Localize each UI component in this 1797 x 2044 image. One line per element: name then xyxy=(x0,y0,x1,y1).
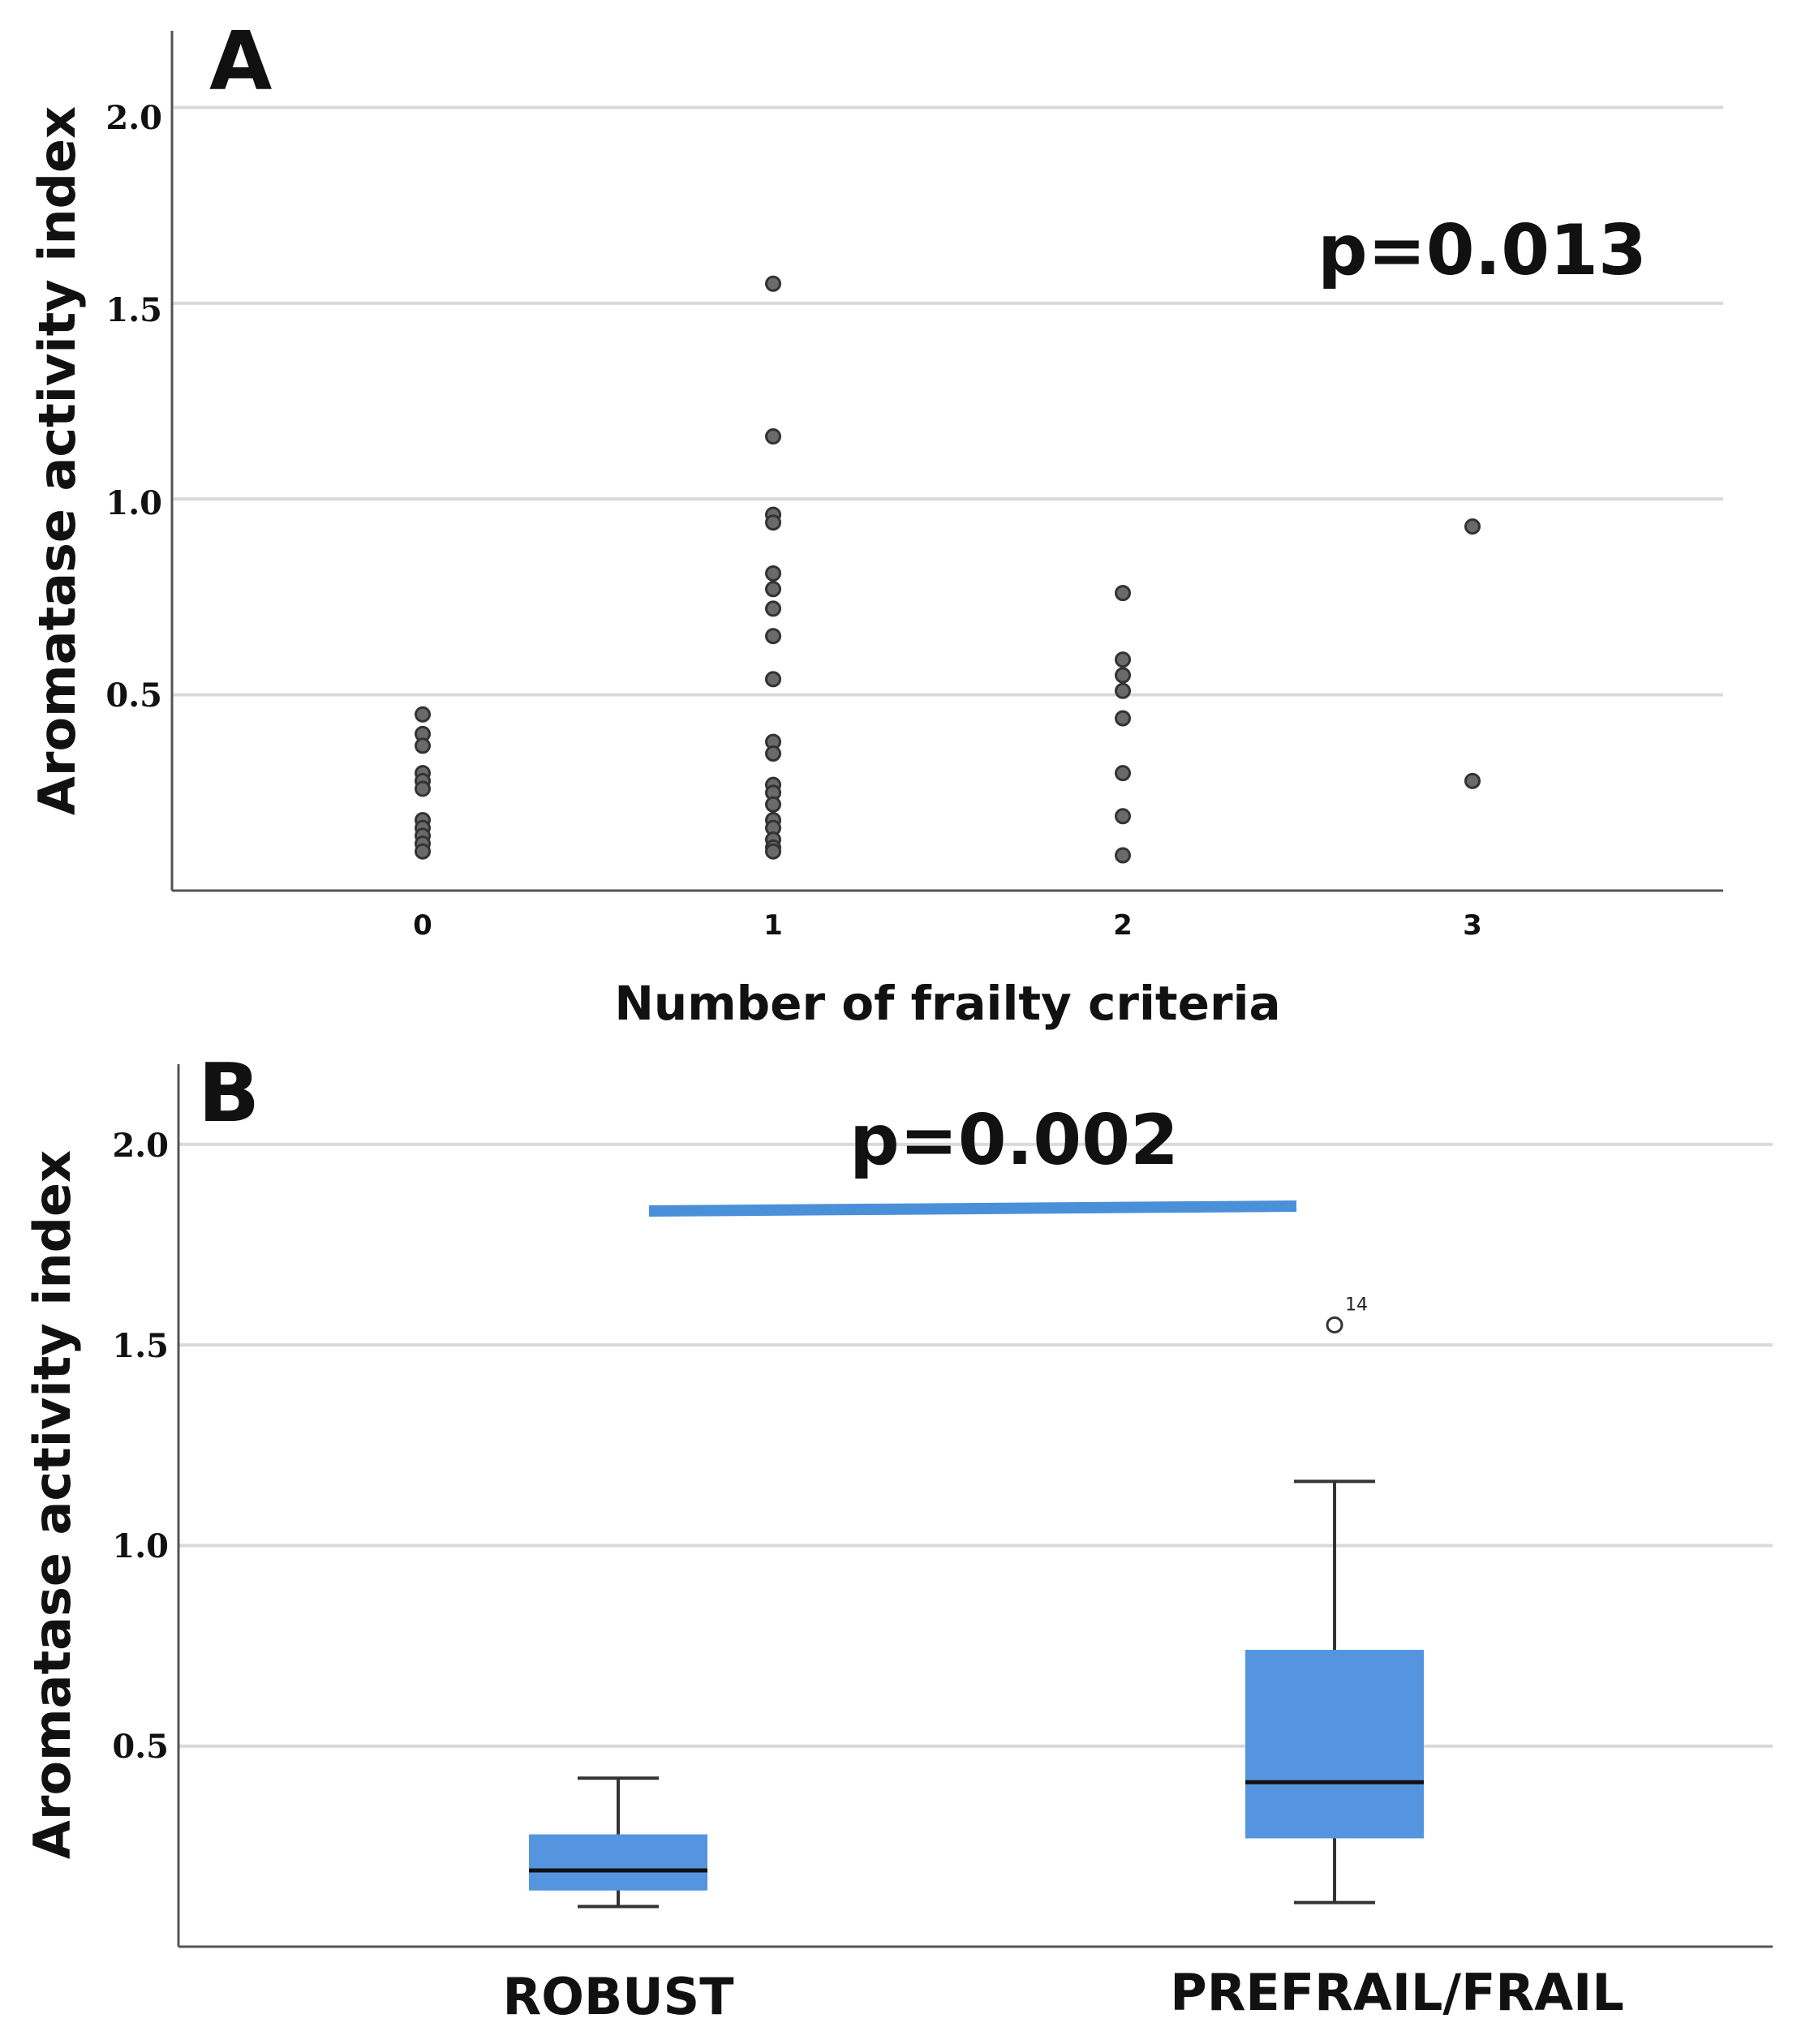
panel-a-data-point xyxy=(1115,710,1131,727)
panel-b-y-axis-label: Aromatase activity index xyxy=(23,1150,82,1859)
panel-a-x-tick: 0 xyxy=(413,909,432,942)
panel-a-data-point xyxy=(1115,585,1131,602)
panel-a-data-point xyxy=(765,514,781,531)
panel-a-y-ticks: 0.5 1.0 1.5 2.0 xyxy=(105,99,162,715)
panel-b-p-value: p=0.002 xyxy=(849,1100,1179,1181)
box-prefrail-frail: 14 xyxy=(1245,1295,1424,1904)
box-robust xyxy=(529,1776,707,1909)
panel-a-data-point xyxy=(1115,651,1131,668)
panel-a-x-tick: 3 xyxy=(1463,909,1482,942)
panel-a-data-point xyxy=(1115,808,1131,825)
panel-a-p-value: p=0.013 xyxy=(1318,210,1647,291)
panel-b-category-prefrail-frail: PREFRAIL/FRAIL xyxy=(1170,1963,1623,2022)
box-robust-iqr xyxy=(529,1834,707,1891)
panel-b-letter: B xyxy=(198,1046,260,1140)
panel-a-data-point xyxy=(1115,847,1131,864)
panel-a-data-point xyxy=(1464,772,1481,789)
panel-a-data-point xyxy=(765,843,781,860)
panel-a-data-point xyxy=(765,628,781,645)
panel-a-data-point xyxy=(415,780,431,797)
box-prefrail-frail-iqr xyxy=(1245,1650,1424,1839)
panel-b-y-tick: 1.0 xyxy=(112,1527,169,1565)
panel-b-gridlines xyxy=(178,1142,1773,1748)
box-prefrail-frail-outlier-label: 14 xyxy=(1345,1295,1368,1315)
panel-a-gridlines xyxy=(172,105,1723,697)
panel-a-data-point xyxy=(765,581,781,598)
panel-a-data-point xyxy=(415,737,431,754)
panel-b-y-ticks: 0.5 1.0 1.5 2.0 xyxy=(112,1127,169,1766)
panel-a-y-tick: 0.5 xyxy=(105,676,162,715)
panel-b-y-tick: 0.5 xyxy=(112,1728,169,1766)
panel-a-x-axis-label: Number of frailty criteria xyxy=(614,976,1280,1031)
panel-b-y-tick: 1.5 xyxy=(112,1327,169,1365)
panel-a-y-axis-label: Aromatase activity index xyxy=(28,106,87,815)
box-prefrail-frail-outlier xyxy=(1326,1316,1343,1333)
panel-a-data-point xyxy=(765,275,781,292)
panel-a-y-tick: 1.0 xyxy=(105,484,162,522)
panel-a-data-point xyxy=(1115,682,1131,699)
panel-a-data-point xyxy=(765,745,781,762)
panel-a-data-point xyxy=(1464,518,1481,535)
panel-a-y-tick: 1.5 xyxy=(105,291,162,329)
panel-a-data-point xyxy=(1115,765,1131,782)
panel-a-points xyxy=(415,275,1481,864)
panel-a-x-ticks: 0 1 2 3 xyxy=(413,909,1482,942)
panel-a: 0.5 1.0 1.5 2.0 0 1 2 3 Aromatase activi… xyxy=(28,14,1723,1031)
panel-a-data-point xyxy=(765,671,781,688)
panel-a-letter: A xyxy=(209,14,272,109)
panel-a-data-point xyxy=(765,796,781,813)
panel-b-significance-bar xyxy=(648,1200,1297,1217)
panel-a-data-point xyxy=(415,706,431,723)
panel-b-category-robust: ROBUST xyxy=(503,1967,734,2026)
panel-a-data-point xyxy=(765,565,781,582)
panel-b-y-tick: 2.0 xyxy=(112,1127,169,1165)
panel-a-data-point xyxy=(415,843,431,860)
panel-a-x-tick: 2 xyxy=(1113,909,1133,942)
panel-a-data-point xyxy=(1115,667,1131,684)
panel-a-data-point xyxy=(765,600,781,617)
panel-a-y-tick: 2.0 xyxy=(105,99,162,137)
panel-a-data-point xyxy=(765,428,781,445)
panel-b: 0.5 1.0 1.5 2.0 14 ROBUST PREFRAIL/FRAIL… xyxy=(23,1046,1773,2026)
panel-a-x-tick: 1 xyxy=(763,909,783,942)
